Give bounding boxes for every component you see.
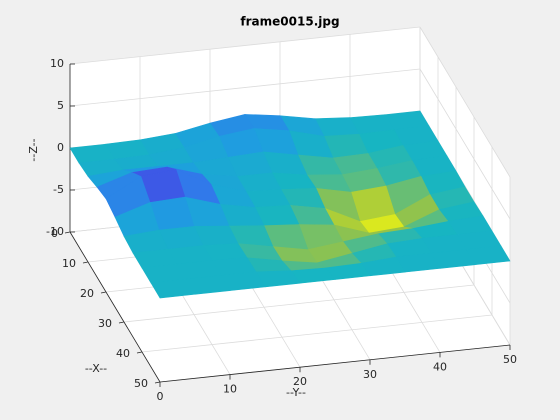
- z-axis-label: --Z--: [27, 138, 40, 161]
- x-tick-label: 30: [98, 317, 112, 330]
- surface-patch: [150, 278, 196, 299]
- x-tick: [100, 291, 107, 294]
- x-tick: [82, 261, 89, 264]
- z-tick-label: 0: [57, 141, 64, 154]
- y-axis-line: [159, 344, 511, 383]
- z-tick-label: 5: [57, 99, 64, 112]
- y-tick-label: 20: [293, 375, 307, 388]
- labels: 0 10 20 30 40 50 0 10 20 30 40 50 -10 -5 0 5 10: [46, 57, 517, 403]
- y-tick-label: 0: [157, 390, 164, 403]
- x-grid-line: [141, 314, 493, 353]
- x-tick-label: 0: [51, 227, 58, 240]
- x-tick-label: 10: [62, 257, 76, 270]
- z-tick-label: 10: [50, 57, 64, 70]
- z-grid-line: [419, 68, 511, 220]
- y-axis-label: --Y--: [286, 386, 306, 399]
- z-grid-line: [419, 26, 511, 178]
- z-grid-line: [69, 68, 421, 107]
- y-tick-label: 10: [223, 383, 237, 396]
- x-tick-label: 40: [116, 347, 130, 360]
- x-tick-label: 50: [134, 377, 148, 390]
- z-grid-line: [69, 26, 421, 65]
- x-tick: [118, 321, 125, 324]
- z-tick-label: -5: [53, 183, 64, 196]
- x-grid-line: [123, 284, 475, 323]
- x-axis-label: --X--: [85, 362, 107, 375]
- chart-title: frame0015.jpg: [240, 15, 339, 29]
- x-tick: [64, 231, 71, 234]
- y-tick-label: 30: [363, 368, 377, 381]
- y-tick-label: 40: [433, 360, 447, 373]
- surface: [69, 110, 511, 299]
- x-tick: [136, 351, 143, 354]
- x-tick: [154, 381, 161, 384]
- x-tick-label: 20: [80, 287, 94, 300]
- z-tick-label: -10: [46, 225, 64, 238]
- x-axis-line: [69, 231, 161, 383]
- y-tick-label: 50: [503, 353, 517, 366]
